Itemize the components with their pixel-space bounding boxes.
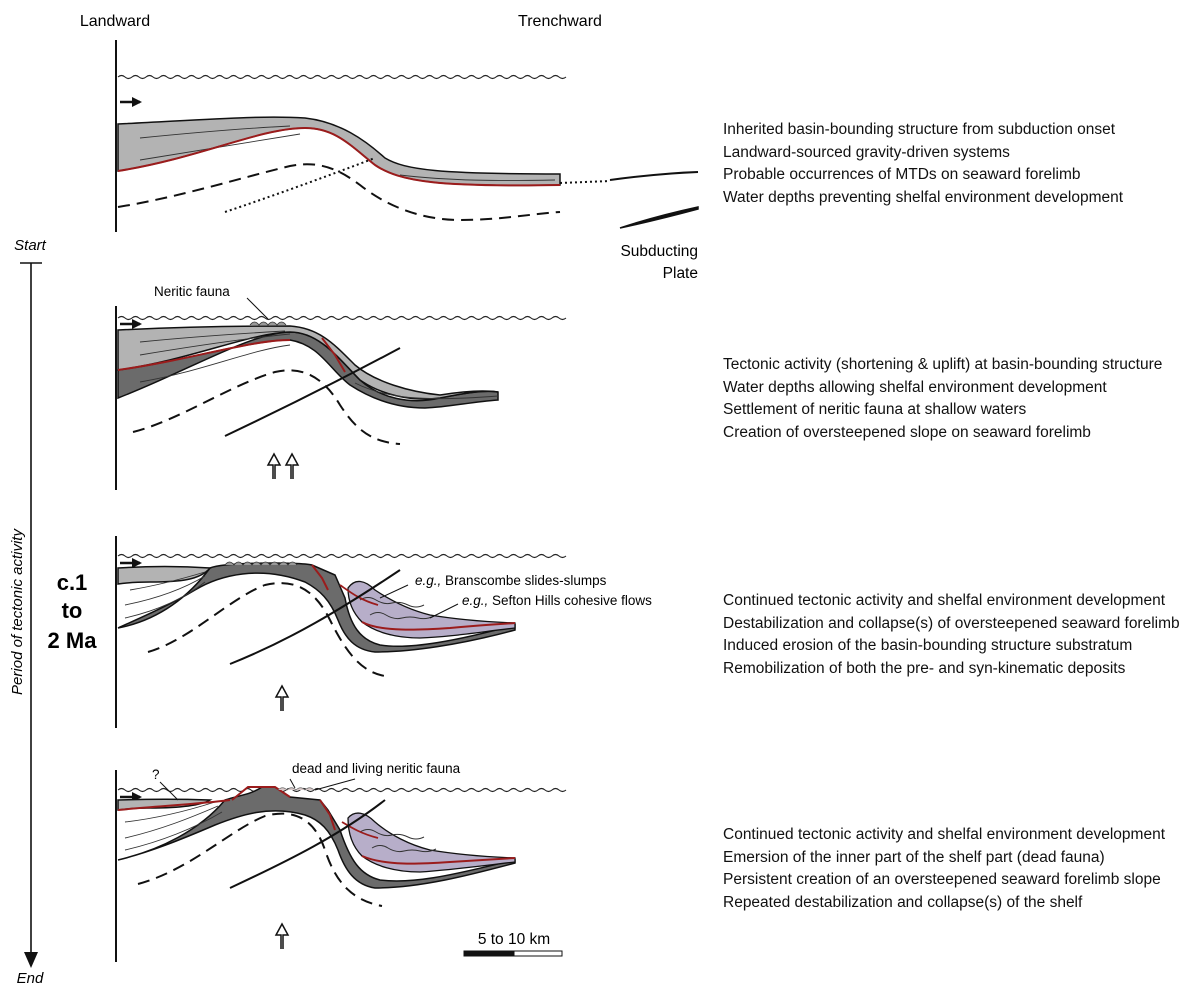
subducting-plate-label-1: Subducting <box>620 243 698 260</box>
panel-4-description: Continued tectonic activity and shelfal … <box>723 824 1165 914</box>
subducting-plate-label-2: Plate <box>663 265 698 282</box>
panel-2-neritic-fauna-icon <box>249 321 287 326</box>
panel-3-desc-line: Destabilization and collapse(s) of overs… <box>723 614 1180 632</box>
panel-1-desc-line: Probable occurrences of MTDs on seaward … <box>723 166 1081 183</box>
dead-living-fauna-label: dead and living neritic fauna <box>292 761 461 776</box>
timeline: Start End Period of tectonic activity c.… <box>9 237 97 987</box>
panel-4-cross-section: dead and living neritic fauna ? <box>115 761 567 962</box>
panel-3-desc-line: Induced erosion of the basin-bounding st… <box>723 637 1133 654</box>
scale-bar: 5 to 10 km <box>463 931 563 957</box>
panel-3-description: Continued tectonic activity and shelfal … <box>723 590 1180 680</box>
panel-3-sea-level <box>117 553 567 559</box>
panel-4-sea-level <box>117 787 567 793</box>
panel-4-dark-layer <box>117 786 516 889</box>
uncertainty-label: ? <box>152 767 160 782</box>
panel-4-desc-line: Persistent creation of an oversteepened … <box>723 871 1161 888</box>
panel-3-desc-line: Remobilization of both the pre- and syn-… <box>723 659 1126 677</box>
duration-line1: c.1 <box>57 570 88 595</box>
scale-bar-label: 5 to 10 km <box>478 931 550 948</box>
panel-1-basin-fill <box>117 116 561 187</box>
branscombe-label: e.g., Branscombe slides-slumps <box>415 573 607 588</box>
panel-3-uplift-arrow-icon <box>274 684 290 711</box>
panel-1-description: Inherited basin-bounding structure from … <box>723 119 1123 209</box>
duration-line2: to <box>62 598 83 623</box>
landward-label: Landward <box>80 13 150 30</box>
panel-1-desc-line: Landward-sourced gravity-driven systems <box>723 143 1010 161</box>
subducting-plate-icon <box>619 206 699 229</box>
panel-1-sea-level <box>117 74 567 80</box>
panel-1-cross-section: Subducting Plate <box>115 40 699 282</box>
panel-2-uplift-arrows-icon <box>266 452 300 479</box>
panel-4-desc-line: Repeated destabilization and collapse(s)… <box>723 893 1083 911</box>
panel-2-fault <box>224 347 401 437</box>
panel-2-sea-level <box>117 315 567 321</box>
panel-2-desc-line: Settlement of neritic fauna at shallow w… <box>723 401 1027 418</box>
panel-4-fauna-icon <box>277 787 315 791</box>
panel-2-desc-line: Water depths allowing shelfal environmen… <box>723 378 1107 396</box>
panel-1-red-horizon <box>117 126 561 187</box>
timeline-arrow-icon <box>24 952 38 968</box>
panel-2-fauna-leader <box>246 297 269 320</box>
panel-2-desc-line: Creation of oversteepened slope on seawa… <box>723 423 1091 441</box>
panel-1-plate-surface <box>609 171 699 181</box>
panel-3-fauna-icon <box>224 561 298 566</box>
panel-4-desc-line: Emersion of the inner part of the shelf … <box>723 848 1105 866</box>
panel-2-neritic-fauna-label: Neritic fauna <box>154 284 230 299</box>
panel-1-dotted-fault <box>224 157 376 213</box>
panel-2-description: Tectonic activity (shortening & uplift) … <box>723 354 1162 444</box>
trenchward-label: Trenchward <box>518 13 602 30</box>
panel-1-desc-line: Water depths preventing shelfal environm… <box>723 188 1124 206</box>
panel-1-dashed-horizon <box>117 163 561 222</box>
timeline-end-label: End <box>17 970 44 987</box>
panel-4-desc-line: Continued tectonic activity and shelfal … <box>723 826 1166 843</box>
panel-3-cross-section: e.g., Branscombe slides-slumps e.g., Sef… <box>115 536 652 728</box>
panel-2-desc-line: Tectonic activity (shortening & uplift) … <box>723 356 1163 373</box>
panel-2-cross-section: Neritic fauna <box>115 284 567 490</box>
timeline-start-label: Start <box>14 237 47 254</box>
duration-line3: 2 Ma <box>48 628 98 653</box>
timeline-axis-label: Period of tectonic activity <box>9 528 26 695</box>
sefton-label: e.g., Sefton Hills cohesive flows <box>462 593 652 608</box>
panel-3-desc-line: Continued tectonic activity and shelfal … <box>723 592 1166 609</box>
panel-4-uplift-arrow-icon <box>274 922 290 949</box>
panel-1-desc-line: Inherited basin-bounding structure from … <box>723 121 1116 138</box>
panel-2-light-layer <box>117 325 499 400</box>
